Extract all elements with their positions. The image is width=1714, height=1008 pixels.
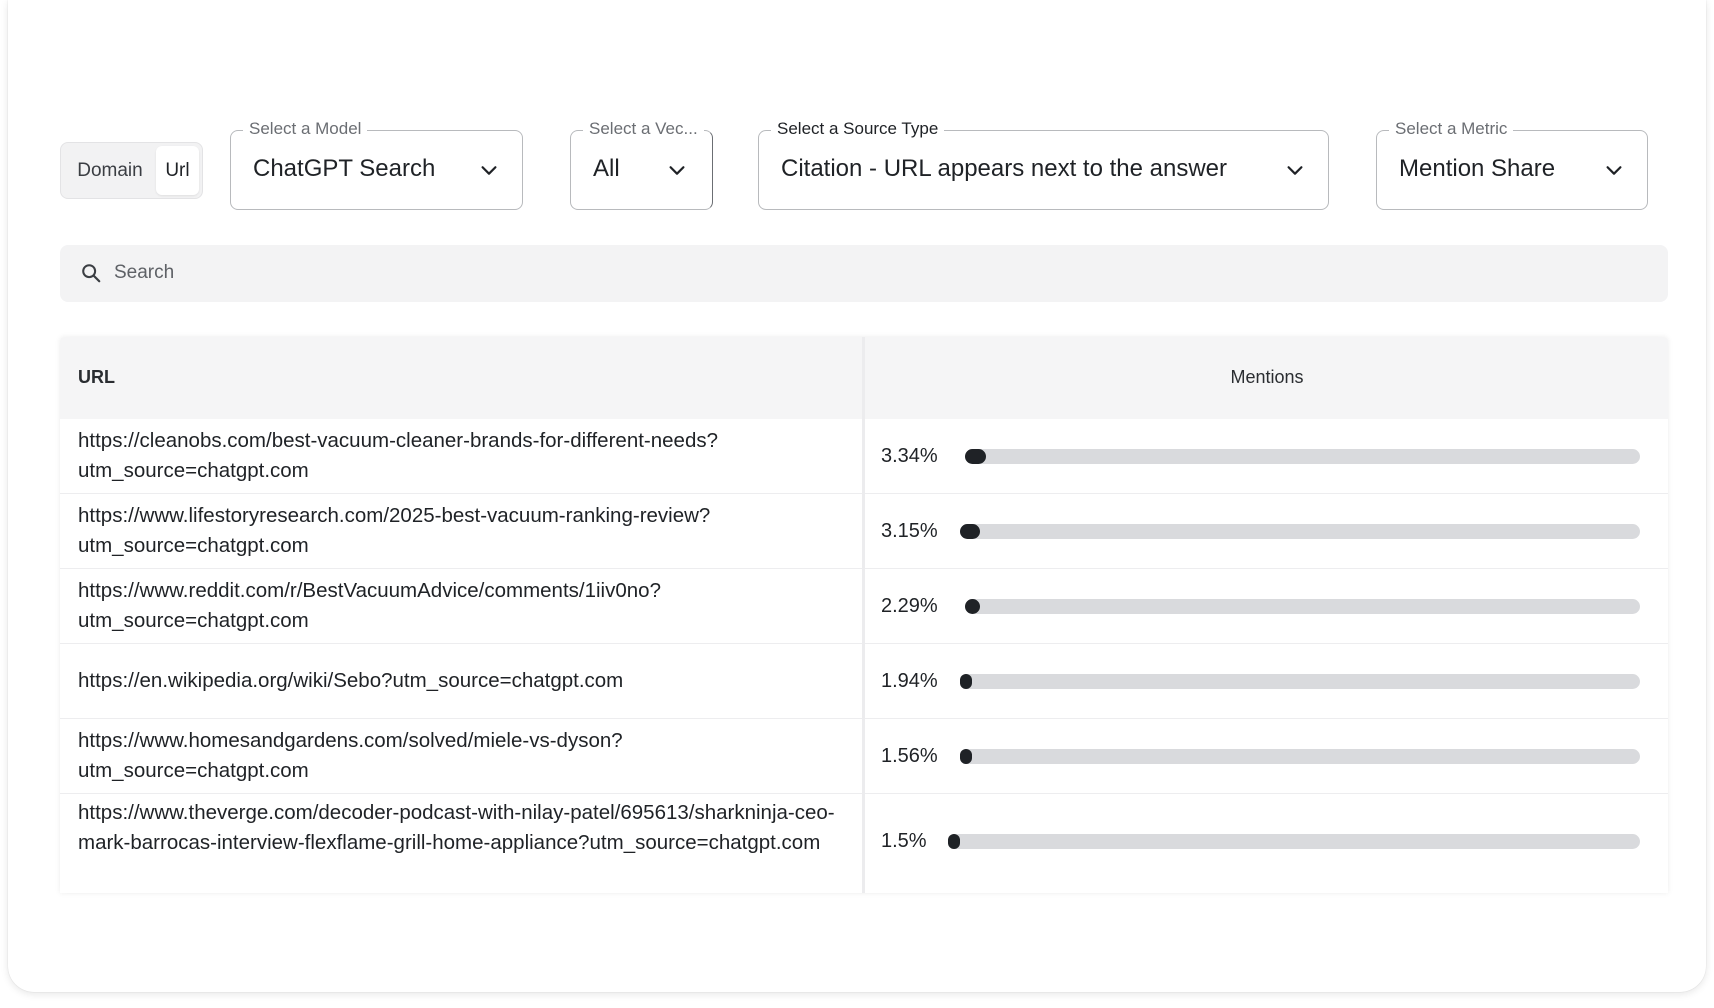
vector-select[interactable]: Select a Vec... All [570,119,713,210]
column-divider [862,337,865,893]
vector-select-value: All [593,155,620,182]
metric-select[interactable]: Select a Metric Mention Share [1376,119,1648,210]
source-type-select[interactable]: Select a Source Type Citation - URL appe… [758,119,1329,210]
mentions-bar-fill [965,599,980,614]
mentions-bar-track [948,834,1640,849]
row-url[interactable]: https://en.wikipedia.org/wiki/Sebo?utm_s… [78,669,624,692]
search-input[interactable] [114,255,1614,291]
search-icon [80,262,102,284]
mentions-bar-fill [965,449,987,464]
mentions-bar-track [960,749,1640,764]
toggle-domain[interactable]: Domain [77,159,143,181]
row-percent: 2.29% [881,595,938,617]
main-card: Domain Url Select a Model ChatGPT Search… [8,0,1706,992]
row-percent: 3.34% [881,445,938,467]
toggle-url[interactable]: Url [155,146,199,195]
mentions-bar-track [960,524,1640,539]
url-mentions-table: URL Mentions https://cleanobs.com/best-v… [60,337,1668,893]
row-percent: 1.5% [881,830,927,852]
row-percent: 3.15% [881,520,938,542]
mentions-bar-fill [960,749,972,764]
chevron-down-icon [1284,159,1306,181]
domain-url-toggle: Domain Url [60,142,203,199]
metric-select-label: Select a Metric [1389,119,1514,139]
search-bar [60,245,1668,302]
mentions-bar-fill [948,834,960,849]
row-url[interactable]: https://cleanobs.com/best-vacuum-cleaner… [78,429,718,482]
source-type-select-value: Citation - URL appears next to the answe… [781,155,1228,182]
mentions-bar-fill [960,524,981,539]
metric-select-value: Mention Share [1399,155,1556,182]
source-type-select-label: Select a Source Type [771,119,945,139]
row-url[interactable]: https://www.lifestoryresearch.com/2025-b… [78,504,711,557]
vector-select-label: Select a Vec... [583,119,704,139]
mentions-bar-fill [960,674,973,689]
row-url[interactable]: https://www.reddit.com/r/BestVacuumAdvic… [78,579,661,632]
row-percent: 1.56% [881,745,938,767]
model-select-label: Select a Model [243,119,368,139]
mentions-bar-track [960,674,1640,689]
row-url[interactable]: https://www.homesandgardens.com/solved/m… [78,729,623,782]
column-header-mentions[interactable]: Mentions [1230,367,1304,387]
row-url[interactable]: https://www.theverge.com/decoder-podcast… [78,801,835,854]
chevron-down-icon [478,159,500,181]
model-select[interactable]: Select a Model ChatGPT Search [230,119,523,210]
column-header-url[interactable]: URL [78,367,115,387]
chevron-down-icon [1603,159,1625,181]
chevron-down-icon [666,159,688,181]
model-select-value: ChatGPT Search [253,155,436,182]
mentions-bar-track [965,599,1640,614]
row-percent: 1.94% [881,670,938,692]
mentions-bar-track [965,449,1640,464]
